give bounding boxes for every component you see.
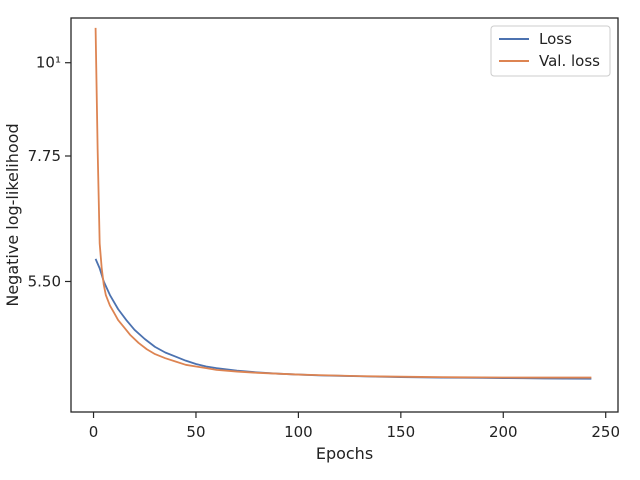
legend: Loss Val. loss [490, 25, 611, 77]
plot-lines [94, 27, 592, 380]
x-axis-label: Epochs [316, 444, 373, 463]
legend-label: Loss [539, 30, 572, 48]
legend-label: Val. loss [539, 52, 600, 70]
x-tick-label: 200 [489, 423, 518, 441]
y-tick-label: 5.50 [28, 272, 61, 290]
plot-frame [70, 17, 619, 413]
x-tick-label: 250 [591, 423, 620, 441]
x-tick-label: 0 [89, 423, 99, 441]
x-tick-label: 50 [186, 423, 205, 441]
y-tick-label: 7.75 [28, 147, 61, 165]
series-line-1 [94, 27, 592, 379]
y-axis-ticks: 5.50 7.75 10¹ [28, 54, 71, 290]
x-tick-label: 100 [284, 423, 313, 441]
y-tick-label: 10¹ [36, 54, 61, 72]
x-axis-ticks: 0 50 100 150 200 250 [89, 412, 620, 441]
y-axis-label: Negative log-likelihood [3, 123, 22, 306]
x-tick-label: 150 [387, 423, 416, 441]
series-line-0 [94, 258, 592, 380]
